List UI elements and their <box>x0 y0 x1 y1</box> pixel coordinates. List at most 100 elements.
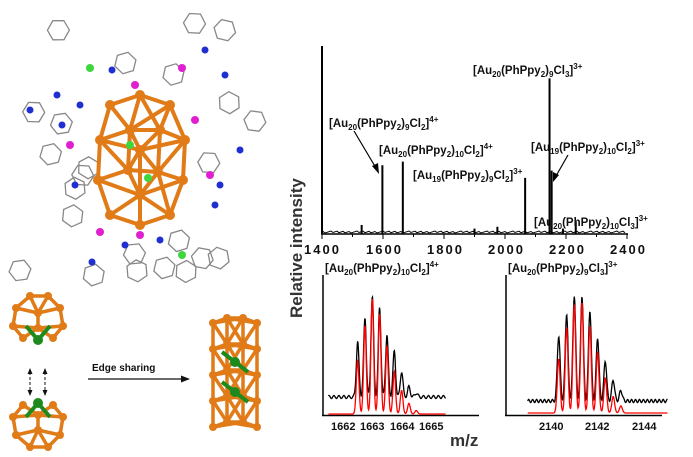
au-au-bond <box>225 369 245 397</box>
gold-atom <box>59 322 67 330</box>
nitrogen-atom <box>88 258 96 266</box>
au-au-bond <box>211 400 229 423</box>
ligand-ring <box>46 19 71 41</box>
ligand-ring <box>207 246 230 270</box>
phosphorus-atom <box>178 64 186 72</box>
gold-atom <box>223 340 231 348</box>
x-tick-label: 1400 <box>304 242 341 257</box>
x-tick-label: 2200 <box>549 242 586 257</box>
approach-arrow <box>27 368 33 374</box>
gold-atom <box>253 319 261 327</box>
au-au-bond <box>168 104 187 141</box>
gold-atom <box>253 371 261 379</box>
au-au-bond <box>139 93 171 107</box>
x-tick-label: 1662 <box>331 421 355 433</box>
au-au-bond <box>225 395 245 423</box>
core-atom <box>230 357 240 367</box>
gold-atom <box>56 431 64 439</box>
gold-atom <box>26 292 34 300</box>
ligand-ring <box>213 18 237 42</box>
gold-atom <box>223 314 231 322</box>
au-au-bond <box>138 94 162 131</box>
edge-sharing-caption: Edge sharing <box>92 363 155 374</box>
nitrogen-atom <box>156 236 164 244</box>
gold-atom <box>153 167 163 177</box>
gold-atom <box>34 411 42 419</box>
chlorine-atom <box>86 64 94 72</box>
gold-atom <box>209 371 217 379</box>
gold-atom <box>125 125 135 135</box>
au-au-bond <box>139 178 184 197</box>
au-au-bond <box>99 128 131 142</box>
annotation-au19-9-cl2: [Au19(PhPpy2)9Cl2]3+ <box>413 167 523 184</box>
gold-atom <box>223 418 231 426</box>
ligand-ring <box>61 204 84 228</box>
simulated-trace <box>328 298 446 415</box>
ligand-ring <box>126 259 148 283</box>
au-au-bond <box>108 103 132 132</box>
ligand-ring <box>122 243 147 265</box>
spectrum-baseline <box>321 230 626 234</box>
core-atom <box>33 398 43 408</box>
approach-arrow <box>42 368 48 374</box>
gold-atom <box>135 145 145 155</box>
gold-atom <box>209 397 217 405</box>
ligand-ring <box>21 101 46 123</box>
gold-atom <box>209 319 217 327</box>
nitrogen-atom <box>58 121 66 129</box>
approach-arrow <box>27 390 33 396</box>
x-tick-label: 2400 <box>610 242 647 257</box>
nitrogen-atom <box>216 181 224 189</box>
ligand-ring <box>39 142 63 166</box>
ligand-ring <box>197 152 221 174</box>
inset-title: [Au20(PhPpy2)10Cl2]4+ <box>325 260 439 277</box>
nitrogen-atom <box>53 91 61 99</box>
au-au-bond <box>211 374 229 397</box>
gold-atom <box>49 401 57 409</box>
gold-atom <box>19 334 27 342</box>
au-au-bond <box>128 94 142 131</box>
au-au-bond <box>241 348 259 371</box>
gold-atom <box>135 220 145 230</box>
approach-arrow <box>42 390 48 396</box>
inset-spectrum-3plus: [Au20(PhPpy2)9Cl3]3+ 2140 2142 2144 <box>505 260 668 433</box>
phosphorus-atom <box>66 141 74 149</box>
x-tick-label: 2144 <box>632 421 657 433</box>
annotation-au20-9-cl2: [Au20(PhPpy2)9Cl2]4+ <box>329 115 439 132</box>
ligand-ring <box>153 256 176 280</box>
au-au-bond <box>211 348 229 371</box>
gold-atom <box>49 334 57 342</box>
gold-atom <box>123 165 133 175</box>
experimental-trace <box>327 294 447 400</box>
au-au-bond <box>211 322 229 345</box>
nitrogen-atom <box>236 146 244 154</box>
ligand-ring <box>78 156 99 180</box>
phosphorus-atom <box>191 116 199 124</box>
ligand-ring <box>82 263 105 287</box>
gold-atom <box>239 314 247 322</box>
gold-atom <box>56 304 64 312</box>
annotation-arrow <box>553 154 569 182</box>
nitrogen-atom <box>71 181 79 189</box>
au-au-bond <box>109 93 141 107</box>
gold-atom <box>165 100 175 110</box>
au-au-bond <box>156 138 187 174</box>
gold-atom <box>44 292 52 300</box>
gold-atom <box>59 413 67 421</box>
gold-atom <box>239 340 247 348</box>
au-au-bond <box>225 317 245 345</box>
au-au-bond <box>109 213 141 227</box>
gold-atom <box>34 309 42 317</box>
au-au-bond <box>138 193 172 217</box>
au-au-bond <box>168 179 185 216</box>
au-au-bond <box>139 138 186 152</box>
au-au-bond <box>99 138 141 152</box>
au-au-bond <box>181 139 187 181</box>
au-au-bond <box>156 129 162 173</box>
gold-atom <box>26 443 34 451</box>
edge-sharing-arrow <box>88 375 190 383</box>
gold-atom <box>155 125 165 135</box>
gold-atom <box>135 90 145 100</box>
phosphorus-atom <box>96 228 104 236</box>
x-tick-label: 1665 <box>419 421 443 433</box>
